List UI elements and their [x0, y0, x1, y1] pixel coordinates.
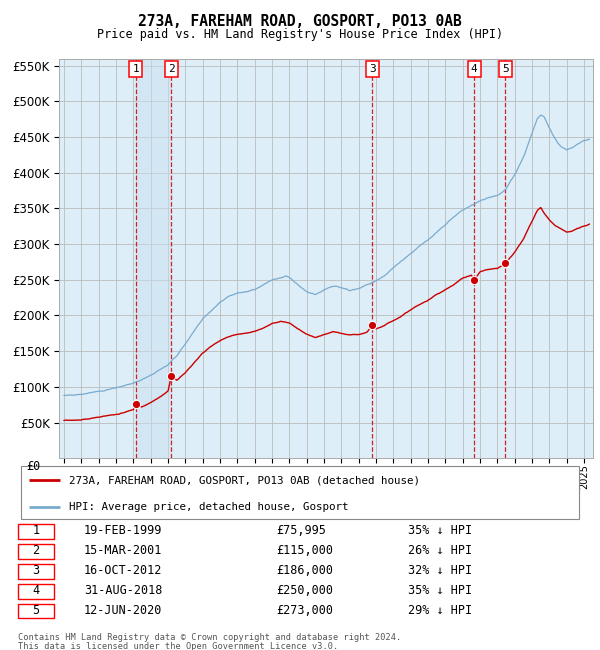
Text: 35% ↓ HPI: 35% ↓ HPI	[408, 524, 472, 537]
Text: 2: 2	[32, 544, 40, 557]
Text: £75,995: £75,995	[276, 524, 326, 537]
Text: 1: 1	[132, 64, 139, 74]
Text: £250,000: £250,000	[276, 584, 333, 597]
Text: 4: 4	[32, 584, 40, 597]
Text: £186,000: £186,000	[276, 564, 333, 577]
Text: 12-JUN-2020: 12-JUN-2020	[84, 604, 163, 617]
Text: 15-MAR-2001: 15-MAR-2001	[84, 544, 163, 557]
Text: 3: 3	[32, 564, 40, 577]
Text: 2: 2	[168, 64, 175, 74]
Text: 16-OCT-2012: 16-OCT-2012	[84, 564, 163, 577]
Text: 26% ↓ HPI: 26% ↓ HPI	[408, 544, 472, 557]
Text: 35% ↓ HPI: 35% ↓ HPI	[408, 584, 472, 597]
Text: £0: £0	[26, 460, 40, 473]
Text: 273A, FAREHAM ROAD, GOSPORT, PO13 0AB: 273A, FAREHAM ROAD, GOSPORT, PO13 0AB	[138, 14, 462, 29]
Text: 5: 5	[502, 64, 509, 74]
FancyBboxPatch shape	[21, 467, 579, 519]
FancyBboxPatch shape	[18, 544, 54, 558]
FancyBboxPatch shape	[18, 604, 54, 618]
Text: 31-AUG-2018: 31-AUG-2018	[84, 584, 163, 597]
Text: Contains HM Land Registry data © Crown copyright and database right 2024.: Contains HM Land Registry data © Crown c…	[18, 632, 401, 642]
Text: 5: 5	[32, 604, 40, 617]
Text: 19-FEB-1999: 19-FEB-1999	[84, 524, 163, 537]
Text: £115,000: £115,000	[276, 544, 333, 557]
Text: This data is licensed under the Open Government Licence v3.0.: This data is licensed under the Open Gov…	[18, 642, 338, 650]
Text: 3: 3	[369, 64, 376, 74]
FancyBboxPatch shape	[18, 524, 54, 539]
Text: £273,000: £273,000	[276, 604, 333, 617]
Text: Price paid vs. HM Land Registry's House Price Index (HPI): Price paid vs. HM Land Registry's House …	[97, 28, 503, 41]
Text: 273A, FAREHAM ROAD, GOSPORT, PO13 0AB (detached house): 273A, FAREHAM ROAD, GOSPORT, PO13 0AB (d…	[69, 475, 420, 485]
FancyBboxPatch shape	[18, 564, 54, 578]
Text: 32% ↓ HPI: 32% ↓ HPI	[408, 564, 472, 577]
Text: 29% ↓ HPI: 29% ↓ HPI	[408, 604, 472, 617]
Text: 1: 1	[32, 524, 40, 537]
Bar	[136, 58, 172, 458]
Text: HPI: Average price, detached house, Gosport: HPI: Average price, detached house, Gosp…	[69, 502, 348, 512]
FancyBboxPatch shape	[18, 584, 54, 599]
Text: 4: 4	[471, 64, 478, 74]
